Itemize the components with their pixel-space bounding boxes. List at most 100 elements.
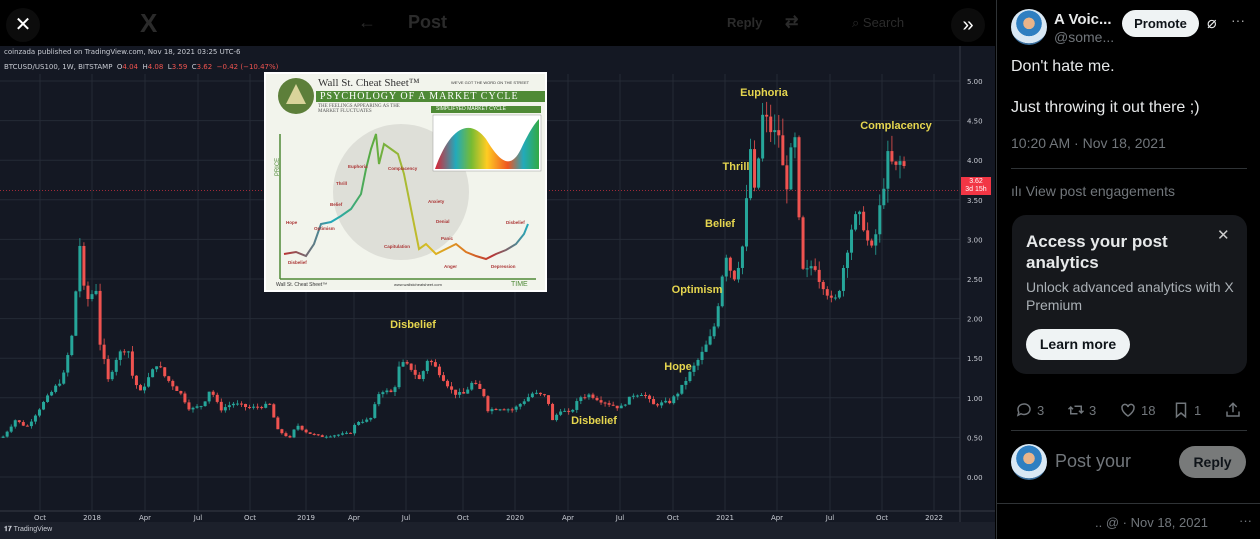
more-options-icon[interactable]: ··· xyxy=(1231,12,1245,28)
candle-body xyxy=(514,406,518,410)
market-cycle-curve xyxy=(283,133,529,261)
view-engagements-link[interactable]: ılı View post engagements xyxy=(1011,183,1175,199)
author-handle[interactable]: @some... xyxy=(1054,29,1115,45)
tradingview-brand: TradingView xyxy=(13,526,53,533)
simplified-banner xyxy=(431,106,541,113)
candle-body xyxy=(90,294,94,300)
y-tick-label: 2.50 xyxy=(967,276,983,284)
open-value: 4.04 xyxy=(122,63,139,71)
bookmark-action[interactable]: 1 xyxy=(1172,401,1201,419)
candle-body xyxy=(409,363,413,370)
candle-body xyxy=(498,409,502,411)
candle-body xyxy=(757,158,761,188)
search-text: Search xyxy=(862,15,905,30)
candle-body xyxy=(235,403,239,405)
infographic-subtitle: THE FEELINGS APPEARING AS THE MARKET FLU… xyxy=(318,104,400,114)
candle-body xyxy=(595,397,599,401)
candle-body xyxy=(437,366,441,376)
annotation-euphoria: Euphoria xyxy=(740,87,788,99)
reply-button[interactable]: Reply xyxy=(1179,446,1246,478)
candle-body xyxy=(264,403,268,408)
candle-body xyxy=(720,276,724,307)
close-icon[interactable]: ✕ xyxy=(1217,227,1230,244)
candle-body xyxy=(765,114,769,117)
more-options-icon[interactable]: ··· xyxy=(1239,513,1252,528)
analytics-text: Unlock advanced analytics with X Premium xyxy=(1026,279,1234,313)
publish-info: coinzada published on TradingView.com, N… xyxy=(4,48,241,56)
candle-body xyxy=(50,391,54,396)
like-action[interactable]: 18 xyxy=(1119,401,1155,419)
stage-label: Disbelief xyxy=(288,260,307,265)
close-icon[interactable]: ✕ xyxy=(6,8,40,42)
candle-body xyxy=(684,380,688,385)
candle-body xyxy=(54,385,58,392)
candle-body xyxy=(401,362,405,367)
reply-count: 3 xyxy=(1037,402,1045,418)
candle-body xyxy=(163,367,167,377)
candle-body xyxy=(627,396,631,405)
post-timestamp[interactable]: 10:20 AM · Nov 18, 2021 xyxy=(1011,135,1166,151)
author-name[interactable]: A Voic... xyxy=(1054,11,1112,28)
x-tick-label: Apr xyxy=(139,514,151,522)
x-tick-label: Oct xyxy=(457,514,469,522)
candle-body xyxy=(882,188,886,206)
candle-body xyxy=(320,435,324,437)
candle-body xyxy=(46,395,50,402)
candle-body xyxy=(446,380,450,387)
candle-body xyxy=(130,351,134,376)
candle-body xyxy=(530,393,534,398)
candle-body xyxy=(1,436,5,438)
candle-body xyxy=(611,404,615,406)
user-avatar xyxy=(1011,444,1047,480)
candle-body xyxy=(740,246,744,268)
repost-icon xyxy=(1067,405,1085,415)
reply-action[interactable]: 3 xyxy=(1015,401,1044,419)
share-action[interactable] xyxy=(1224,401,1242,419)
candle-body xyxy=(466,389,470,394)
repost-action[interactable]: 3 xyxy=(1067,401,1096,419)
back-arrow-icon: ← xyxy=(358,12,376,32)
candle-body xyxy=(74,291,78,336)
candle-body xyxy=(850,229,854,253)
candle-body xyxy=(623,404,627,406)
candle-body xyxy=(781,135,785,166)
promote-button[interactable]: Promote xyxy=(1122,10,1199,37)
candle-body xyxy=(417,374,421,380)
heart-icon xyxy=(1121,403,1135,417)
reply-input[interactable]: Post your xyxy=(1055,451,1132,471)
annotation-hope: Hope xyxy=(664,361,692,373)
candle-body xyxy=(571,409,575,412)
x-tick-label: Jul xyxy=(193,514,203,522)
candle-body xyxy=(615,405,619,409)
candle-body xyxy=(134,375,138,386)
y-tick-label: 1.50 xyxy=(967,355,983,363)
x-tick-label: Apr xyxy=(348,514,360,522)
candle-body xyxy=(785,165,789,190)
candle-body xyxy=(676,393,680,397)
x-tick-label: Jul xyxy=(401,514,411,522)
candle-body xyxy=(607,403,611,405)
like-count: 18 xyxy=(1141,402,1156,418)
grok-icon[interactable]: ⌀ xyxy=(1207,15,1217,32)
close-value: 3.62 xyxy=(196,63,213,71)
candle-body xyxy=(187,402,191,410)
time-label: TIME xyxy=(511,281,528,288)
candle-body xyxy=(526,397,530,402)
candle-body xyxy=(563,410,567,412)
candle-body xyxy=(579,397,583,402)
candle-body xyxy=(13,420,17,427)
x-tick-label: Oct xyxy=(667,514,679,522)
candle-body xyxy=(316,434,320,436)
candle-body xyxy=(494,409,498,411)
repost-count: 3 xyxy=(1089,402,1097,418)
candle-body xyxy=(773,130,777,133)
author-avatar[interactable] xyxy=(1011,9,1047,45)
candle-body xyxy=(486,396,490,412)
bar-chart-icon: ılı xyxy=(1011,183,1022,199)
candle-body xyxy=(660,402,664,406)
stage-label: Thrill xyxy=(336,181,347,186)
candle-body xyxy=(898,161,902,165)
chevrons-right-icon[interactable]: » xyxy=(951,8,985,42)
learn-more-button[interactable]: Learn more xyxy=(1026,329,1130,360)
low-value: 3.59 xyxy=(171,63,188,71)
